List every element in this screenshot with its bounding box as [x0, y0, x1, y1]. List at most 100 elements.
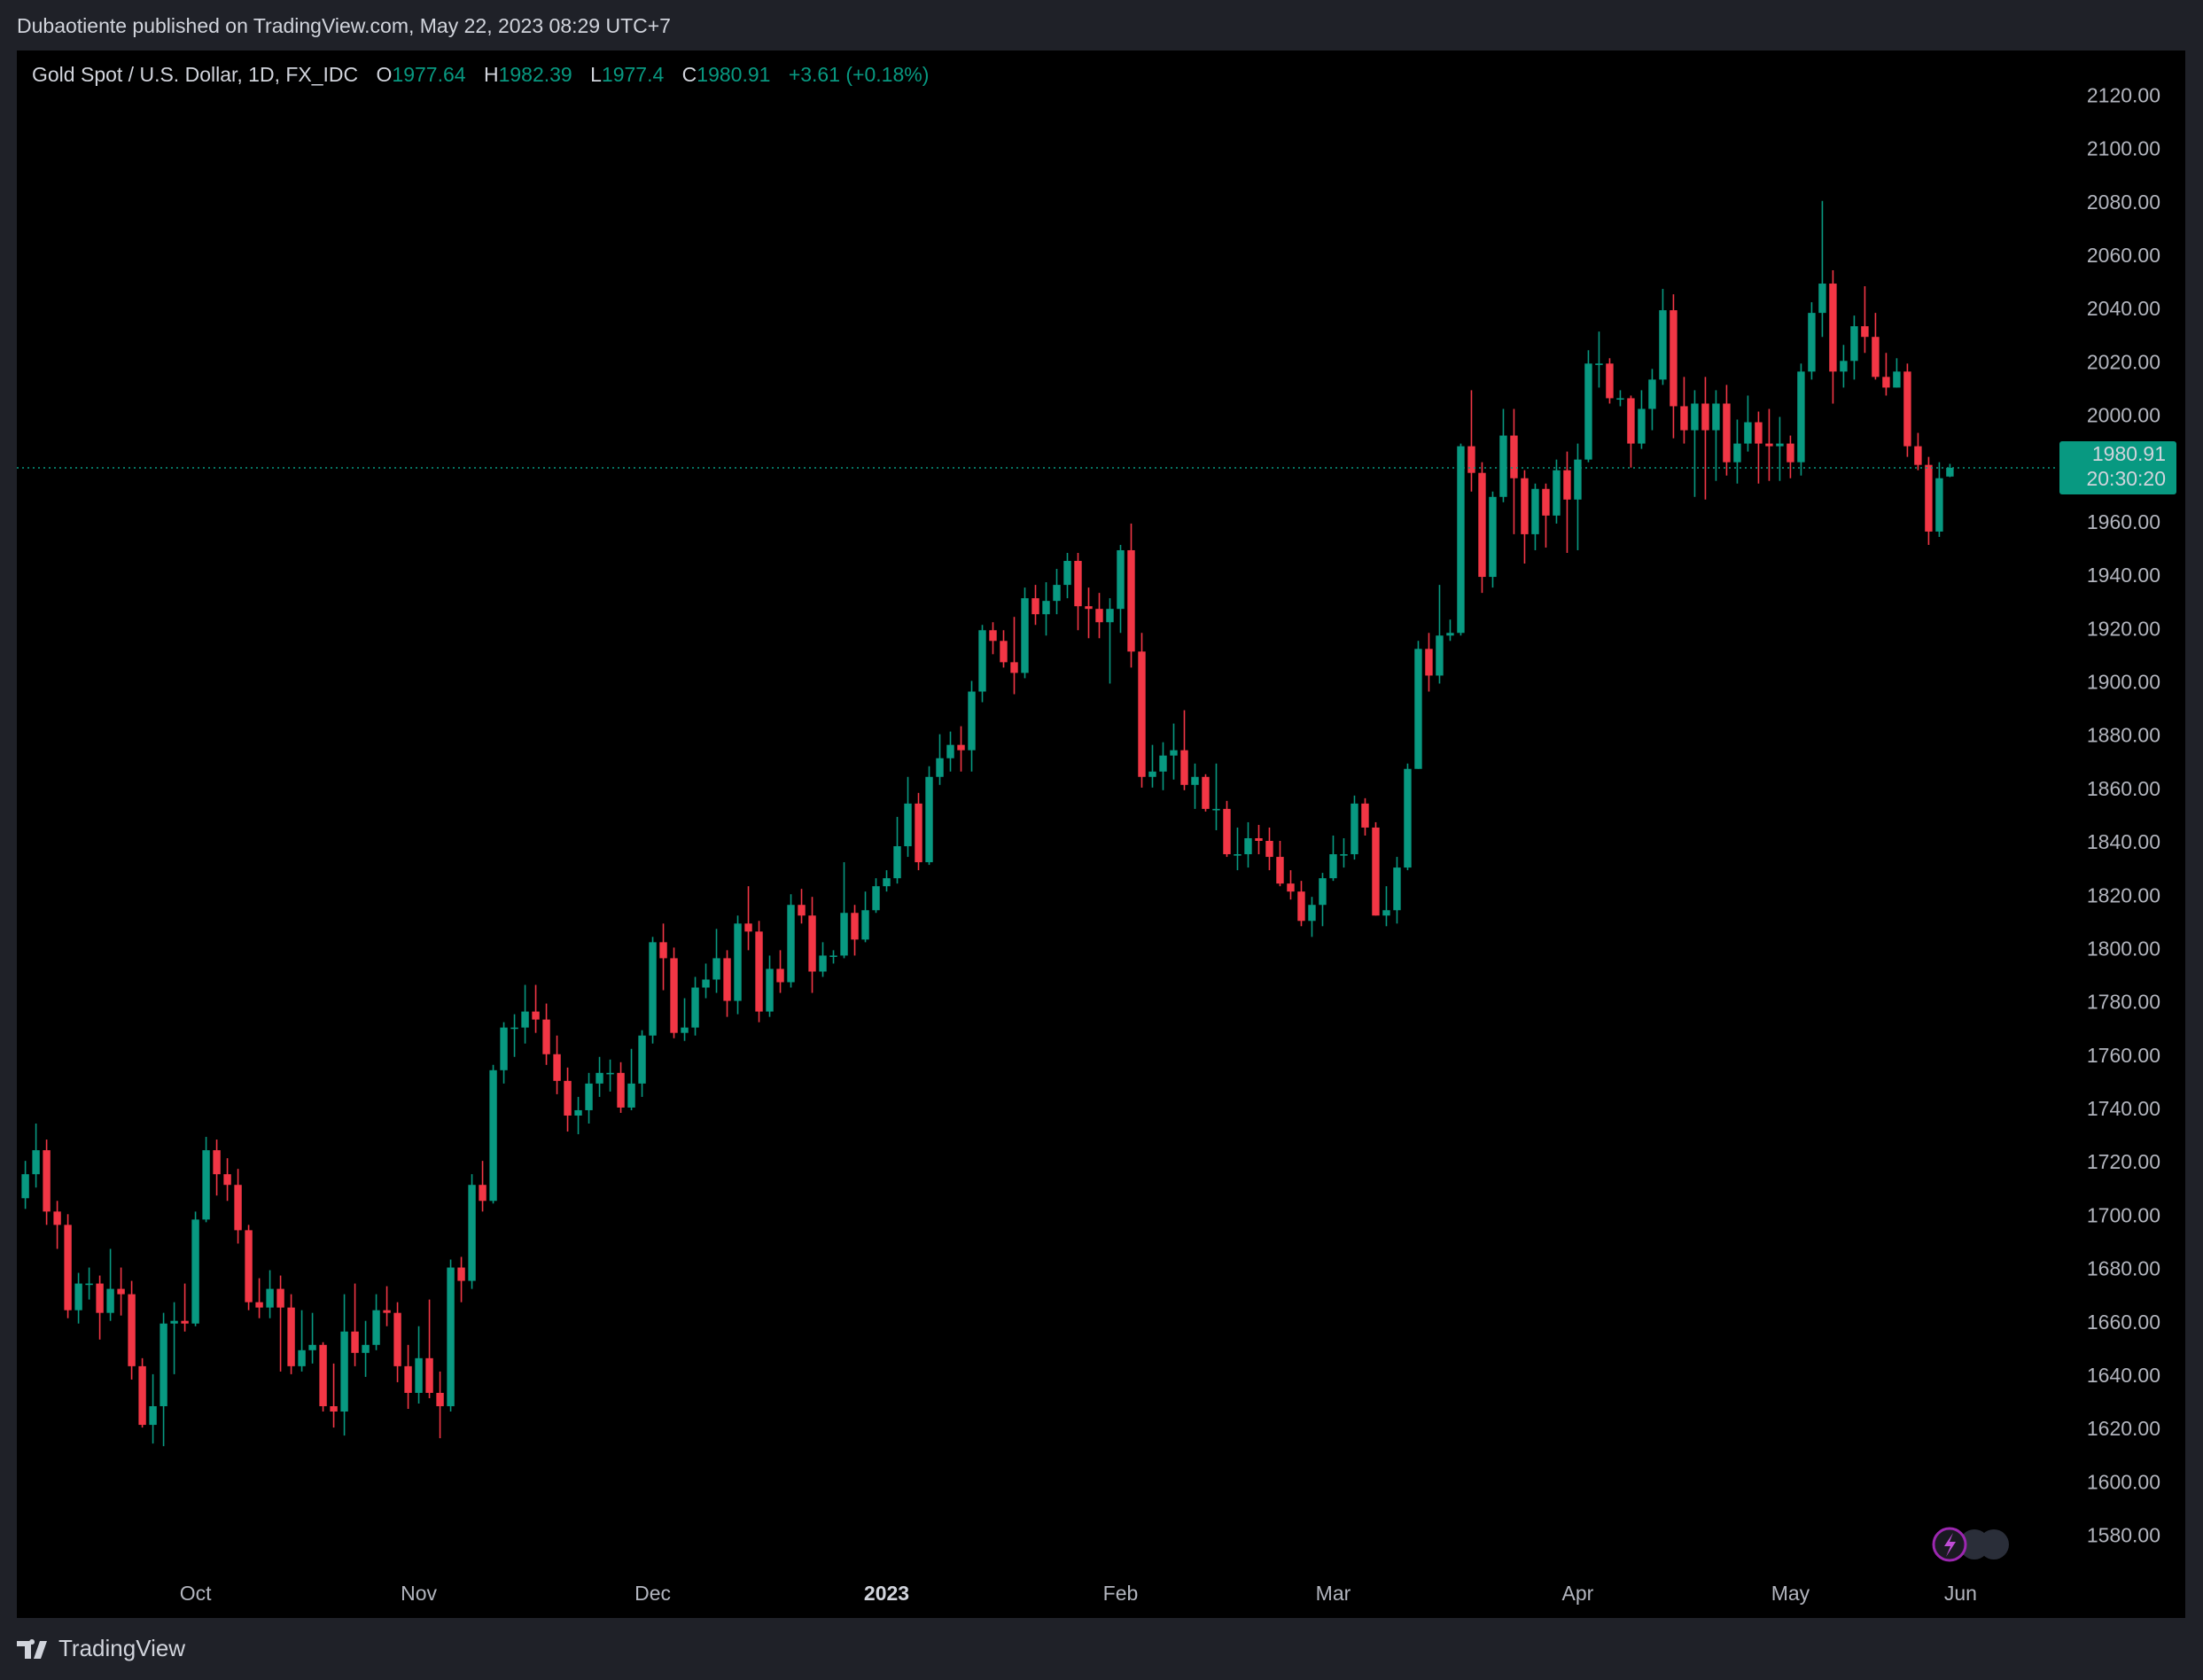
candle-body	[819, 955, 827, 972]
candle-body	[245, 1230, 253, 1303]
y-tick-label: 1940.00	[2087, 564, 2160, 587]
candle-body	[1680, 406, 1688, 431]
candle-body	[1584, 363, 1592, 460]
change-label: +3.61 (+0.18%)	[789, 63, 930, 86]
y-tick-label: 1680.00	[2087, 1257, 2160, 1280]
candle-body	[1170, 750, 1178, 756]
candle-body	[915, 803, 922, 863]
candle-body	[1744, 422, 1752, 444]
x-tick-label: Feb	[1103, 1582, 1139, 1605]
candle-body	[1180, 750, 1188, 785]
candle-body	[893, 846, 901, 879]
candle-body	[1202, 776, 1210, 809]
candle-body	[468, 1185, 476, 1281]
candle-body	[383, 1310, 391, 1313]
candle-body	[1659, 310, 1667, 380]
candle-body	[1021, 598, 1029, 673]
candle-body	[1467, 446, 1475, 473]
y-tick-label: 1620.00	[2087, 1417, 2160, 1440]
ohlc-value: 1977.4	[602, 63, 665, 86]
candle-body	[1063, 561, 1071, 586]
candle-body	[712, 958, 720, 980]
candle-body	[798, 905, 806, 916]
candle-body	[1425, 649, 1433, 676]
candle-body	[1329, 854, 1337, 879]
candle-body	[234, 1185, 242, 1231]
candle-body	[542, 1019, 550, 1054]
candle-body	[617, 1072, 625, 1108]
candle-body	[1563, 470, 1571, 500]
candle-body	[1212, 808, 1220, 811]
candle-body	[32, 1150, 40, 1175]
candle-body	[1053, 585, 1061, 602]
candle-body	[734, 923, 742, 1001]
candle-body	[1117, 549, 1125, 610]
x-tick-label: Jun	[1944, 1582, 1977, 1605]
candle-body	[1234, 854, 1242, 856]
candle-body	[1244, 837, 1252, 855]
candle-body	[1606, 363, 1614, 399]
candle-body	[1723, 403, 1731, 463]
candle-body	[1372, 827, 1380, 916]
candle-body	[1457, 446, 1465, 634]
x-tick-label: Oct	[180, 1582, 212, 1605]
candle-body	[351, 1331, 359, 1353]
candle-body	[393, 1312, 401, 1366]
candle-body	[1085, 606, 1093, 610]
candle-body	[649, 942, 657, 1036]
candle-body	[1404, 768, 1412, 868]
published-line: Dubaotiente published on TradingView.com…	[17, 14, 671, 37]
y-tick-label: 1860.00	[2087, 777, 2160, 800]
candle-body	[223, 1174, 231, 1186]
ohlc-label: C	[682, 63, 697, 86]
candle-body	[904, 803, 912, 847]
candle-body	[776, 968, 784, 983]
y-tick-label: 2100.00	[2087, 137, 2160, 160]
candle-body	[1159, 755, 1167, 772]
candle-body	[308, 1344, 316, 1350]
widget-icon	[1932, 1527, 2009, 1562]
candle-body	[1148, 771, 1156, 777]
y-tick-label: 1580.00	[2087, 1524, 2160, 1547]
y-tick-label: 1820.00	[2087, 883, 2160, 906]
candle-body	[1031, 598, 1039, 615]
candle-body	[1903, 371, 1911, 447]
y-tick-label: 1720.00	[2087, 1150, 2160, 1173]
candle-body	[255, 1302, 263, 1308]
candle-body	[340, 1331, 348, 1412]
candle-body	[1808, 313, 1816, 372]
x-tick-label: Nov	[401, 1582, 437, 1605]
candle-body	[1319, 878, 1327, 906]
plot-area	[21, 200, 1954, 1447]
candle-body	[1840, 361, 1848, 372]
candle-body	[1000, 641, 1008, 663]
candle-body	[670, 958, 678, 1033]
y-tick-label: 1960.00	[2087, 510, 2160, 533]
candle-body	[681, 1027, 689, 1033]
candle-body	[425, 1357, 433, 1393]
candle-body	[1489, 496, 1497, 578]
candle-body	[1265, 841, 1273, 858]
candle-body	[1297, 891, 1305, 922]
y-tick-label: 1880.00	[2087, 724, 2160, 747]
candle-body	[1946, 467, 1954, 477]
candle-body	[659, 942, 667, 959]
candle-body	[957, 744, 965, 751]
y-tick-label: 2040.00	[2087, 297, 2160, 320]
y-tick-label: 1740.00	[2087, 1097, 2160, 1120]
candle-body	[1414, 649, 1422, 769]
candle-body	[500, 1027, 508, 1070]
candle-body	[404, 1365, 412, 1393]
candle-body	[989, 630, 997, 642]
candle-body	[128, 1294, 136, 1366]
candle-body	[1935, 478, 1943, 532]
candle-body	[330, 1406, 338, 1412]
candle-body	[181, 1320, 189, 1324]
candle-body	[1287, 883, 1295, 892]
candle-body	[1733, 443, 1741, 463]
candle-body	[1499, 435, 1507, 497]
y-tick-label: 2120.00	[2087, 83, 2160, 106]
candle-body	[851, 913, 859, 940]
x-tick-label: Mar	[1316, 1582, 1351, 1605]
candle-body	[1531, 488, 1539, 534]
